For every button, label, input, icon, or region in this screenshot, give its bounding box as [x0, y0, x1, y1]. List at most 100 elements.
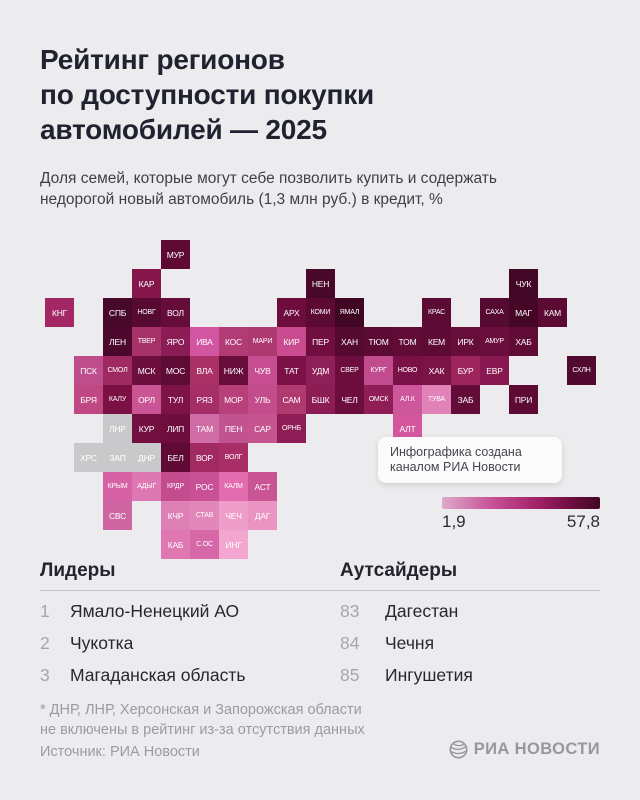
region-tile-КРДР: КРДР [161, 472, 190, 501]
rank: 3 [40, 665, 50, 685]
region-tile-НОВО: НОВО [393, 356, 422, 385]
region-name: Чечня [385, 633, 435, 653]
legend-max-label: 57,8 [566, 512, 600, 531]
region-tile-С.ОС: С.ОС [190, 530, 219, 559]
outsiders-heading: Аутсайдеры [340, 560, 458, 581]
region-tile-КАБ: КАБ [161, 530, 190, 559]
region-tile-КОС: КОС [219, 327, 248, 356]
region-tile-МОР: МОР [219, 385, 248, 414]
region-tile-КРАС: КРАС [422, 298, 451, 327]
region-tile-СВЕР: СВЕР [335, 356, 364, 385]
region-tile-ЛНР: ЛНР [103, 414, 132, 443]
region-tile-АЛ.К: АЛ.К [393, 385, 422, 414]
region-name: Ингушетия [385, 665, 473, 685]
title-line-1: Рейтинг регионов [40, 44, 285, 75]
region-tile-ЗАБ: ЗАБ [451, 385, 480, 414]
region-tile-ТВЕР: ТВЕР [132, 327, 161, 356]
subtitle-line-1: Доля семей, которые могут себе позволить… [40, 170, 497, 187]
region-tile-НИЖ: НИЖ [219, 356, 248, 385]
region-tile-КОМИ: КОМИ [306, 298, 335, 327]
region-tile-ИВА: ИВА [190, 327, 219, 356]
region-tile-ПЕН: ПЕН [219, 414, 248, 443]
region-tile-ВОР: ВОР [190, 443, 219, 472]
region-tile-САР: САР [248, 414, 277, 443]
subtitle-line-2: недорогой новый автомобиль (1,3 млн руб.… [40, 191, 443, 208]
footnote-line-2: не включены в рейтинг из-за отсутствия д… [40, 722, 365, 738]
region-tile-ЧУК: ЧУК [509, 269, 538, 298]
legend-gradient-bar [442, 497, 600, 509]
leaders-heading: Лидеры [40, 560, 116, 581]
region-tile-КАЛУ: КАЛУ [103, 385, 132, 414]
rank: 85 [340, 665, 360, 685]
region-tile-ПРИ: ПРИ [509, 385, 538, 414]
region-tile-КИР: КИР [277, 327, 306, 356]
region-tile-ТАМ: ТАМ [190, 414, 219, 443]
tile-grid-map: МУР КАР НЕН ЧУК КНГ СПБ НОВГ ВОЛ АРХ КОМИ ЯМАЛ КРАС… [45, 240, 596, 559]
legend-min-label: 1,9 [442, 512, 466, 531]
region-tile-ВОЛГ: ВОЛГ [219, 443, 248, 472]
region-tile-КАЛМ: КАЛМ [219, 472, 248, 501]
region-tile-МАРИ: МАРИ [248, 327, 277, 356]
title-line-2: по доступности покупки [40, 79, 375, 110]
region-tile-ЧЕЧ: ЧЕЧ [219, 501, 248, 530]
region-tile-СПБ: СПБ [103, 298, 132, 327]
region-tile-ПСК: ПСК [74, 356, 103, 385]
region-tile-АДЫГ: АДЫГ [132, 472, 161, 501]
region-tile-МУР: МУР [161, 240, 190, 269]
credit-line-1: Инфографика создана [390, 445, 522, 459]
ria-novosti-logo: РИА НОВОСТИ [449, 740, 600, 759]
leader-row: 2 Чукотка [40, 633, 320, 665]
region-tile-ОМСК: ОМСК [364, 385, 393, 414]
title-line-3: автомобилей — 2025 [40, 114, 327, 145]
region-tile-ТОМ: ТОМ [393, 327, 422, 356]
region-tile-ХАН: ХАН [335, 327, 364, 356]
rank: 1 [40, 601, 50, 621]
region-tile-ОРЛ: ОРЛ [132, 385, 161, 414]
legend-labels: 1,9 57,8 [442, 512, 600, 532]
region-tile-КЕМ: КЕМ [422, 327, 451, 356]
region-tile-КУРГ: КУРГ [364, 356, 393, 385]
region-tile-САМ: САМ [277, 385, 306, 414]
region-tile-ТЮМ: ТЮМ [364, 327, 393, 356]
region-tile-РЯЗ: РЯЗ [190, 385, 219, 414]
outsider-row: 83 Дагестан [340, 601, 600, 633]
region-tile-НЕН: НЕН [306, 269, 335, 298]
region-tile-КНГ: КНГ [45, 298, 74, 327]
region-name: Магаданская область [70, 665, 246, 685]
region-tile-БРЯ: БРЯ [74, 385, 103, 414]
outsiders-list: 83 Дагестан 84 Чечня 85 Ингушетия [340, 601, 600, 697]
region-tile-АМУР: АМУР [480, 327, 509, 356]
region-name: Дагестан [385, 601, 459, 621]
region-tile-БУР: БУР [451, 356, 480, 385]
rank: 83 [340, 601, 360, 621]
region-tile-СВС: СВС [103, 501, 132, 530]
rank: 2 [40, 633, 50, 653]
region-tile-ВЛА: ВЛА [190, 356, 219, 385]
region-tile-ТУВА: ТУВА [422, 385, 451, 414]
region-tile-КУР: КУР [132, 414, 161, 443]
region-tile-КАМ: КАМ [538, 298, 567, 327]
region-tile-ХАБ: ХАБ [509, 327, 538, 356]
region-tile-ЕВР: ЕВР [480, 356, 509, 385]
region-tile-МАГ: МАГ [509, 298, 538, 327]
region-tile-ЧЕЛ: ЧЕЛ [335, 385, 364, 414]
credit-card: Инфографика создана каналом РИА Новости [378, 437, 562, 483]
region-tile-УДМ: УДМ [306, 356, 335, 385]
region-tile-ТАТ: ТАТ [277, 356, 306, 385]
page-title: Рейтинг регионов по доступности покупки … [40, 42, 600, 147]
rank: 84 [340, 633, 360, 653]
page-subtitle: Доля семей, которые могут себе позволить… [40, 168, 600, 210]
region-tile-ЛЕН: ЛЕН [103, 327, 132, 356]
region-tile-ХАК: ХАК [422, 356, 451, 385]
region-tile-АСТ: АСТ [248, 472, 277, 501]
region-tile-СМОЛ: СМОЛ [103, 356, 132, 385]
region-tile-ИНГ: ИНГ [219, 530, 248, 559]
globe-icon [449, 740, 468, 759]
leaders-list: 1 Ямало-Ненецкий АО 2 Чукотка 3 Магаданская о… [40, 601, 320, 697]
credit-line-2: каналом РИА Новости [390, 460, 521, 474]
region-tile-ПЕР: ПЕР [306, 327, 335, 356]
region-tile-ЧУВ: ЧУВ [248, 356, 277, 385]
footnote-line-1: * ДНР, ЛНР, Херсонская и Запорожская обл… [40, 702, 362, 718]
region-tile-СХЛН: СХЛН [567, 356, 596, 385]
region-tile-МСК: МСК [132, 356, 161, 385]
